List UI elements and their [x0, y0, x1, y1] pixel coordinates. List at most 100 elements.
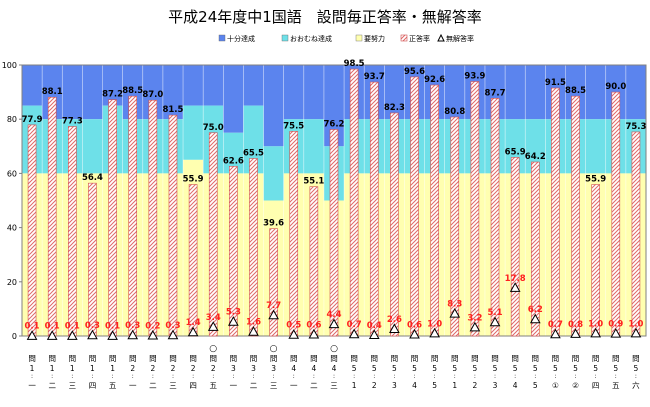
x-category-minor: ② [572, 381, 579, 390]
band-mostly [263, 146, 284, 201]
correct-rate-bar [108, 99, 117, 337]
x-category-separator: : [293, 373, 295, 380]
band-mostly [223, 132, 244, 174]
correct-rate-bar [450, 116, 460, 337]
x-category-major: 5 [553, 364, 558, 373]
x-category-separator: : [152, 373, 154, 380]
no-answer-label: 0.7 [347, 320, 362, 330]
band-mostly [183, 105, 204, 160]
band-sufficient [444, 65, 465, 120]
x-category-minor: 二 [310, 381, 318, 390]
x-category-top: 問 [511, 354, 519, 363]
correct-rate-label: 82.3 [384, 103, 405, 113]
x-category-top: 問 [451, 354, 459, 363]
band-sufficient [22, 65, 43, 106]
band-mostly [82, 119, 103, 174]
no-answer-marker [167, 329, 179, 340]
x-category-top: 問 [129, 354, 137, 363]
x-category-minor: 二 [149, 381, 157, 390]
correct-rate-label: 92.6 [424, 75, 445, 85]
correct-rate-label: 65.5 [243, 148, 264, 158]
x-category-top: 問 [532, 354, 540, 363]
no-answer-label: 3.2 [467, 313, 482, 323]
x-category-circle-mark: ○ [270, 344, 278, 354]
x-category-separator: : [273, 373, 275, 380]
x-category-separator: : [71, 373, 73, 380]
no-answer-marker [147, 329, 159, 340]
band-sufficient [203, 65, 224, 106]
x-category-major: 2 [191, 364, 196, 373]
correct-rate-bar [571, 95, 580, 337]
no-answer-label: 0.7 [548, 320, 563, 330]
legend-label-noanswer: 無解答率 [446, 34, 474, 43]
x-category-minor: 四 [189, 381, 197, 390]
correct-rate-label: 87.2 [102, 90, 123, 100]
correct-rate-label: 76.2 [324, 119, 345, 129]
no-answer-label: 0.1 [25, 322, 40, 332]
band-sufficient [384, 65, 405, 120]
y-tick-label: 60 [7, 169, 17, 178]
x-category-separator: : [212, 373, 214, 380]
band-sufficient [565, 65, 586, 120]
band-sufficient [82, 65, 103, 120]
x-category-top: 問 [632, 354, 640, 363]
no-answer-marker [26, 330, 38, 340]
x-category-top: 問 [250, 354, 258, 363]
band-sufficient [323, 65, 345, 147]
no-answer-marker [107, 330, 118, 340]
correct-rate-bar [27, 124, 37, 337]
correct-rate-label: 91.5 [545, 78, 566, 88]
x-category-minor: 5 [432, 381, 437, 390]
no-answer-label: 0.3 [85, 321, 100, 331]
x-category-major: 1 [50, 364, 55, 373]
no-answer-marker [127, 329, 139, 340]
x-category-major: 1 [110, 364, 115, 373]
x-category-major: 2 [130, 364, 135, 373]
x-category-major: 5 [473, 364, 478, 373]
no-answer-label: 8.3 [447, 300, 462, 310]
no-answer-marker [590, 327, 602, 338]
no-answer-marker [389, 323, 400, 334]
band-sufficient [122, 65, 143, 120]
x-category-major: 5 [513, 364, 518, 373]
no-answer-marker [469, 321, 481, 332]
no-answer-label: 1.0 [628, 319, 643, 329]
band-sufficient [283, 65, 304, 120]
x-category-major: 2 [150, 364, 155, 373]
no-answer-label: 1.0 [427, 319, 442, 329]
x-category-major: 5 [392, 364, 397, 373]
x-category-top: 問 [552, 354, 560, 363]
correct-rate-label: 75.0 [203, 123, 224, 133]
correct-rate-label: 80.8 [444, 107, 465, 117]
x-category-minor: ① [552, 381, 559, 390]
x-category-top: 問 [371, 354, 379, 363]
correct-rate-bar [349, 68, 359, 337]
x-category-major: 1 [30, 364, 35, 373]
legend-label-mostly: おおむね達成 [290, 34, 332, 43]
x-category-separator: : [252, 373, 254, 380]
correct-rate-bar [208, 132, 218, 337]
correct-rate-bar [269, 228, 278, 337]
x-category-major: 5 [533, 364, 538, 373]
no-answer-marker [368, 329, 380, 340]
correct-rate-bar [430, 84, 439, 337]
correct-rate-bar [88, 182, 97, 337]
x-category-minor: 一 [129, 381, 137, 390]
correct-rate-label: 77.9 [22, 115, 43, 125]
no-answer-label: 7.7 [266, 301, 281, 311]
y-tick-label: 40 [7, 224, 17, 233]
no-answer-marker [328, 318, 340, 329]
correct-rate-label: 39.6 [263, 219, 284, 229]
x-category-circle-mark: ○ [209, 344, 217, 354]
no-answer-marker [409, 328, 420, 339]
x-category-separator: : [494, 373, 496, 380]
correct-rate-label: 95.6 [404, 67, 425, 77]
correct-rate-bar [470, 81, 480, 337]
no-answer-label: 0.6 [407, 320, 422, 330]
x-category-minor: 四 [89, 381, 97, 390]
no-answer-marker [228, 316, 239, 326]
no-answer-label: 0.2 [145, 321, 160, 331]
x-category-separator: : [474, 373, 476, 380]
legend-swatch-sufficient [218, 34, 226, 42]
